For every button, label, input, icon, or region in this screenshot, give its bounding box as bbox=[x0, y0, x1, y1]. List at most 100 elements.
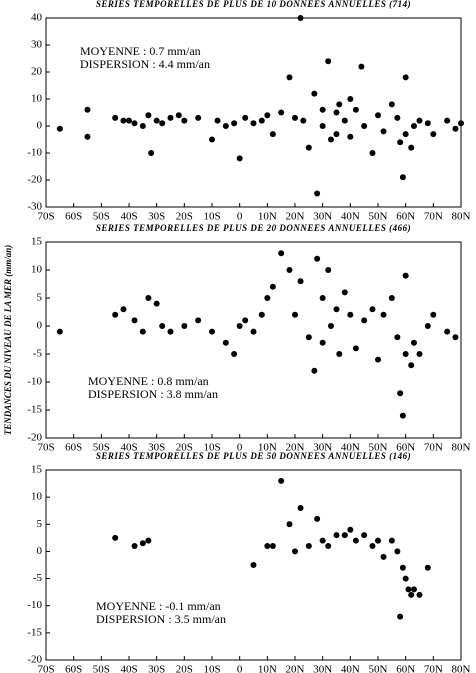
x-tick-label: 0 bbox=[237, 664, 243, 673]
data-point bbox=[214, 117, 221, 124]
data-point bbox=[175, 112, 182, 119]
data-point bbox=[336, 351, 343, 357]
data-point bbox=[341, 289, 348, 296]
data-point bbox=[333, 306, 340, 313]
x-tick-label: 70N bbox=[424, 442, 443, 454]
data-point bbox=[258, 311, 265, 318]
y-tick-label: -15 bbox=[27, 404, 42, 416]
data-point bbox=[402, 351, 409, 357]
y-tick-label: 0 bbox=[37, 120, 43, 132]
data-point bbox=[264, 543, 271, 549]
x-tick-label: 40S bbox=[120, 211, 137, 223]
y-tick-label: 20 bbox=[31, 66, 43, 78]
data-point bbox=[408, 362, 415, 369]
data-point bbox=[361, 532, 368, 539]
data-point bbox=[231, 351, 238, 357]
data-point bbox=[286, 267, 293, 273]
data-point bbox=[319, 537, 326, 544]
data-point bbox=[305, 543, 312, 549]
x-tick-label: 40N bbox=[341, 211, 360, 223]
x-tick-label: 20N bbox=[286, 211, 305, 223]
data-point bbox=[84, 106, 91, 113]
data-point bbox=[394, 114, 401, 121]
x-tick-label: 80N bbox=[452, 442, 471, 454]
y-tick-label: -20 bbox=[27, 654, 42, 666]
data-point bbox=[358, 63, 365, 70]
annotation: MOYENNE : -0.1 mm/an bbox=[96, 599, 221, 613]
data-point bbox=[250, 328, 257, 335]
y-tick-label: 15 bbox=[31, 236, 43, 248]
data-point bbox=[222, 123, 229, 129]
y-tick-label: 5 bbox=[37, 292, 43, 304]
plot-frame bbox=[45, 469, 462, 661]
data-point bbox=[131, 543, 138, 549]
y-tick-label: 5 bbox=[37, 518, 43, 530]
data-point bbox=[402, 74, 409, 81]
data-point bbox=[347, 133, 354, 140]
x-tick-label: 30S bbox=[148, 211, 165, 223]
data-point bbox=[327, 323, 334, 329]
data-point bbox=[112, 534, 119, 541]
data-point bbox=[458, 120, 464, 127]
data-point bbox=[195, 114, 202, 121]
data-point bbox=[416, 351, 423, 357]
x-tick-label: 70S bbox=[37, 442, 54, 454]
data-point bbox=[336, 101, 343, 108]
x-tick-label: 30N bbox=[313, 664, 332, 673]
y-tick-label: -30 bbox=[27, 201, 42, 213]
annotation: MOYENNE : 0.8 mm/an bbox=[88, 374, 209, 388]
data-point bbox=[352, 345, 359, 352]
x-tick-label: 50N bbox=[369, 211, 388, 223]
data-point bbox=[286, 521, 293, 528]
data-point bbox=[300, 117, 307, 124]
y-axis-label: TENDANCES DU NIVEAU DE LA MER (mm/an) bbox=[3, 245, 13, 436]
data-point bbox=[297, 278, 304, 285]
data-point bbox=[209, 328, 215, 335]
x-tick-label: 80N bbox=[452, 664, 471, 673]
data-point bbox=[112, 311, 119, 318]
y-tick-label: 0 bbox=[37, 320, 43, 332]
data-point bbox=[314, 190, 321, 197]
data-point bbox=[139, 123, 146, 129]
data-point bbox=[397, 139, 404, 146]
x-tick-label: 20S bbox=[176, 211, 193, 223]
data-point bbox=[297, 505, 304, 511]
data-point bbox=[394, 548, 401, 555]
x-tick-label: 50S bbox=[93, 664, 110, 673]
data-point bbox=[319, 106, 326, 113]
data-point bbox=[145, 537, 152, 544]
x-tick-label: 20N bbox=[286, 442, 305, 454]
data-point bbox=[375, 112, 381, 119]
data-point bbox=[181, 323, 188, 329]
x-tick-label: 0 bbox=[237, 211, 243, 223]
data-point bbox=[195, 317, 202, 324]
data-point bbox=[333, 532, 340, 539]
data-point bbox=[167, 328, 174, 335]
y-tick-label: -5 bbox=[33, 572, 43, 584]
data-point bbox=[369, 306, 376, 313]
x-tick-label: 40S bbox=[120, 664, 137, 673]
data-point bbox=[264, 112, 271, 119]
data-point bbox=[250, 562, 257, 568]
data-point bbox=[333, 109, 340, 116]
data-point bbox=[319, 295, 326, 301]
chart-title: SERIES TEMPORELLES DE PLUS DE 50 DONNEES… bbox=[96, 451, 411, 461]
data-point bbox=[139, 540, 146, 547]
y-tick-label: 40 bbox=[31, 12, 43, 24]
x-tick-label: 10S bbox=[203, 211, 220, 223]
plot-frame bbox=[45, 241, 462, 439]
y-tick-label: -10 bbox=[27, 599, 42, 611]
data-point bbox=[388, 537, 395, 544]
data-point bbox=[126, 117, 132, 124]
data-point bbox=[131, 120, 138, 127]
data-point bbox=[361, 317, 368, 324]
data-point bbox=[56, 328, 63, 335]
data-point bbox=[325, 58, 332, 65]
data-point bbox=[444, 117, 451, 124]
data-point bbox=[236, 323, 243, 329]
data-point bbox=[56, 125, 63, 132]
data-point bbox=[375, 356, 381, 363]
chart-title: SERIES TEMPORELLES DE PLUS DE 10 DONNEES… bbox=[96, 0, 411, 9]
